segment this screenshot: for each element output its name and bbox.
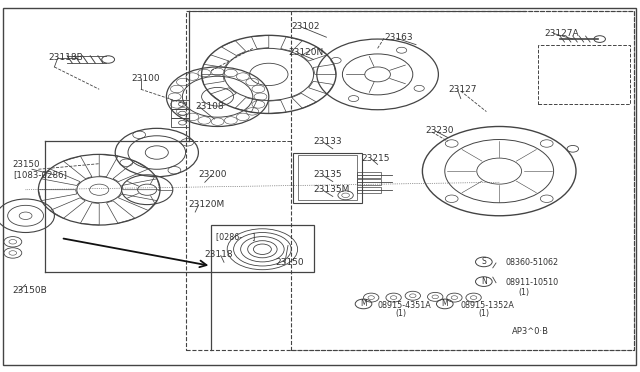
Text: 08360-51062: 08360-51062 xyxy=(506,258,559,267)
Text: 23108: 23108 xyxy=(195,102,224,110)
Text: 23150B: 23150B xyxy=(13,286,47,295)
Text: (1): (1) xyxy=(479,309,490,318)
Text: 23150
[1083-0286]: 23150 [1083-0286] xyxy=(13,160,67,179)
Text: 23150: 23150 xyxy=(275,258,304,267)
Text: S: S xyxy=(481,257,486,266)
Text: 23135M: 23135M xyxy=(314,185,350,194)
Text: 08915-4351A: 08915-4351A xyxy=(378,301,431,310)
Text: 23163: 23163 xyxy=(384,33,413,42)
Text: 23118B: 23118B xyxy=(48,53,83,62)
Text: 23230: 23230 xyxy=(426,126,454,135)
Text: M: M xyxy=(360,299,367,308)
Text: 23133: 23133 xyxy=(314,137,342,146)
Text: M: M xyxy=(442,299,448,308)
Text: 23118: 23118 xyxy=(205,250,234,259)
Text: 23120M: 23120M xyxy=(189,200,225,209)
Text: (1): (1) xyxy=(518,288,529,296)
Text: N: N xyxy=(481,277,486,286)
Text: 23100: 23100 xyxy=(131,74,160,83)
Text: 23120N: 23120N xyxy=(288,48,323,57)
Text: 23200: 23200 xyxy=(198,170,227,179)
Text: 08915-1352A: 08915-1352A xyxy=(461,301,515,310)
Text: 08911-10510: 08911-10510 xyxy=(506,278,559,287)
Text: [0286-    ]: [0286- ] xyxy=(216,232,256,241)
Text: (1): (1) xyxy=(396,309,406,318)
Text: 23127: 23127 xyxy=(448,85,477,94)
Text: 23102: 23102 xyxy=(291,22,320,31)
Text: 23135: 23135 xyxy=(314,170,342,179)
Text: AP3^0·B: AP3^0·B xyxy=(512,327,549,336)
Text: 23127A: 23127A xyxy=(544,29,579,38)
Text: 23215: 23215 xyxy=(362,154,390,163)
